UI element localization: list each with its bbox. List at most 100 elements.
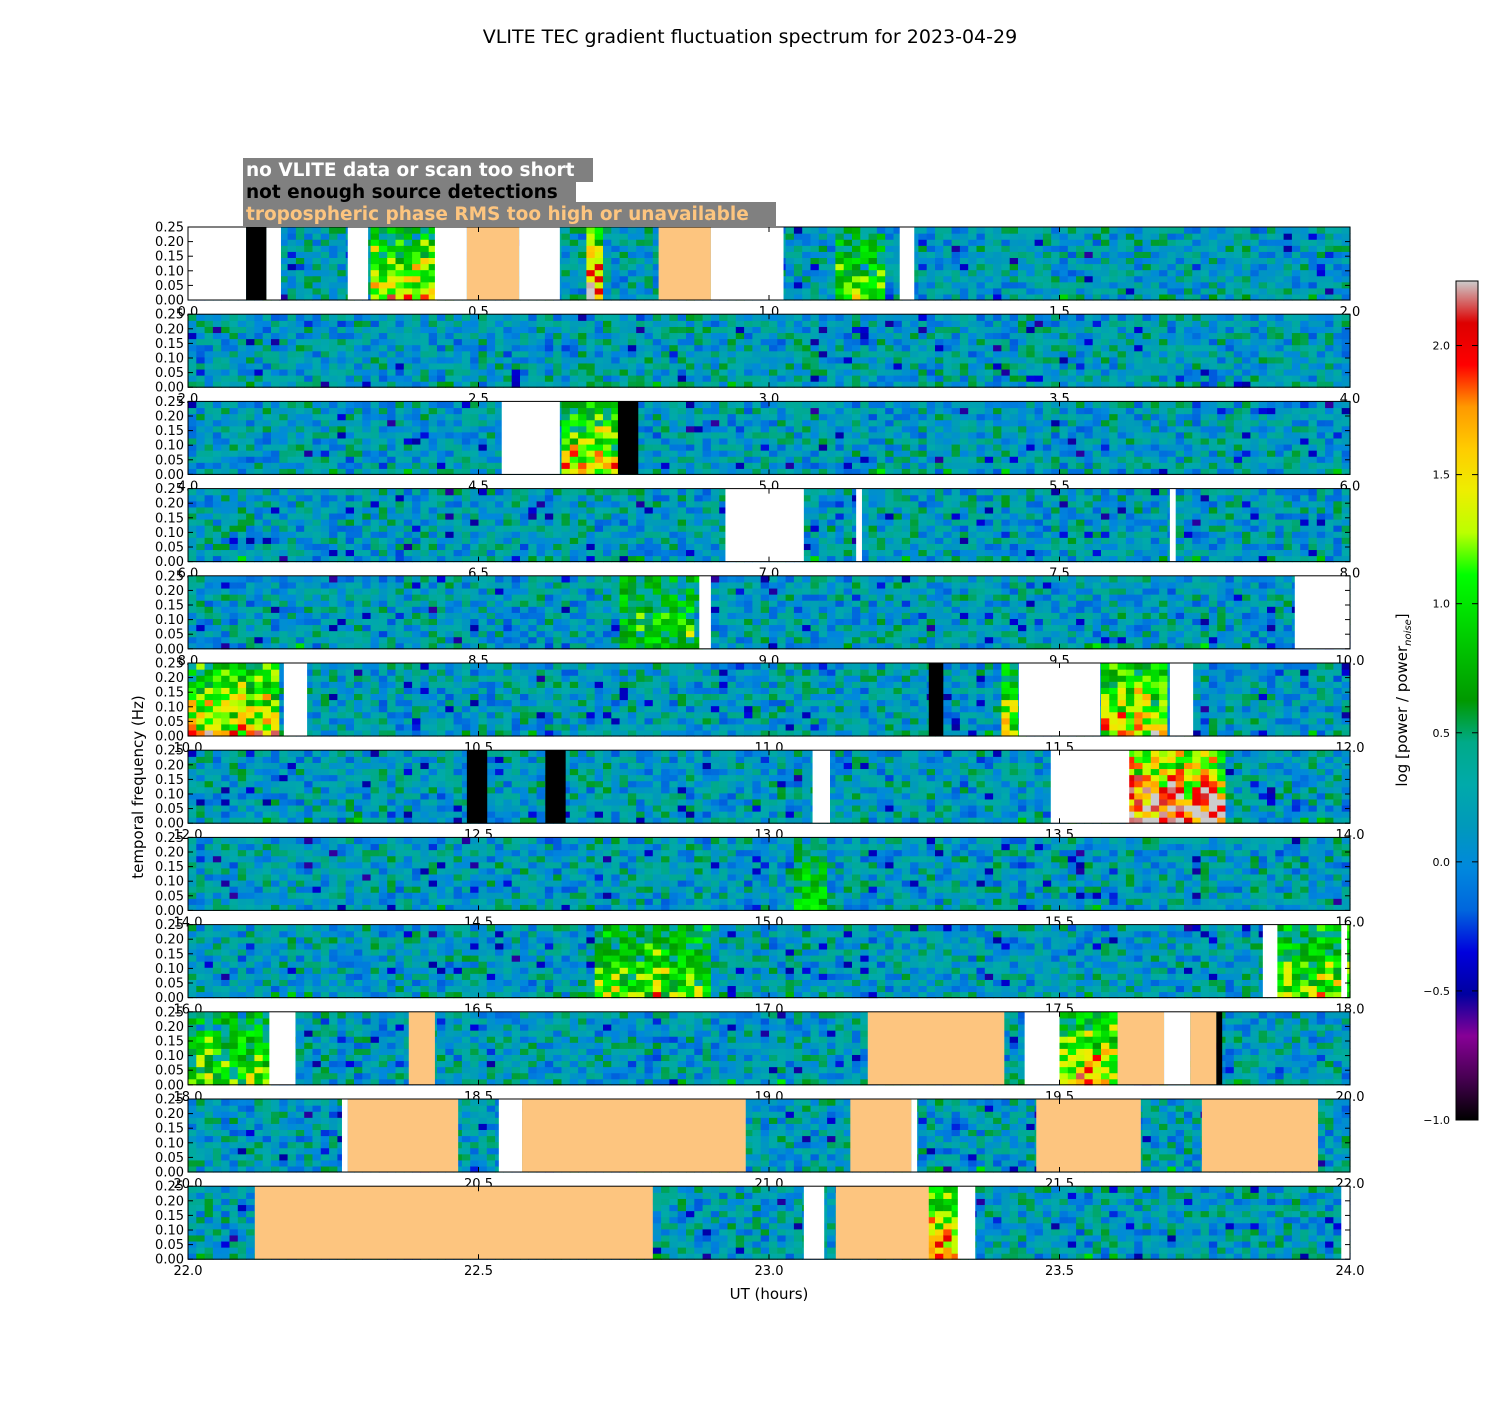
heatmap-cell (902, 369, 911, 376)
heatmap-cell (1001, 432, 1010, 439)
heatmap-cell (429, 326, 438, 333)
heatmap-cell (495, 314, 504, 321)
heatmap-cell (1226, 369, 1235, 376)
heatmap-cell (1018, 345, 1027, 352)
heatmap-cell (487, 444, 496, 451)
heatmap-cell (860, 375, 869, 382)
heatmap-cell (404, 227, 413, 234)
heatmap-cell (1234, 369, 1243, 376)
heatmap-cell (586, 462, 595, 469)
heatmap-cell (271, 339, 280, 346)
heatmap-cell (761, 456, 770, 463)
heatmap-cell (985, 426, 994, 433)
heatmap-cell (329, 251, 338, 258)
heatmap-cell (1317, 332, 1326, 339)
heatmap-cell (296, 450, 305, 457)
heatmap-cell (1035, 332, 1044, 339)
heatmap-cell (611, 251, 620, 258)
heatmap-cell (1259, 314, 1268, 321)
heatmap-cell (271, 351, 280, 358)
heatmap-cell (669, 332, 678, 339)
heatmap-cell (1209, 456, 1218, 463)
heatmap-cell (1226, 450, 1235, 457)
heatmap-cell (586, 357, 595, 364)
heatmap-cell (487, 339, 496, 346)
heatmap-cell (1060, 227, 1069, 234)
heatmap-cell (752, 314, 761, 321)
heatmap-cell (254, 363, 263, 370)
heatmap-cell (1242, 401, 1251, 408)
heatmap-cell (1151, 326, 1160, 333)
heatmap-cell (636, 245, 645, 252)
heatmap-cell (1333, 282, 1342, 289)
heatmap-cell (321, 239, 330, 246)
heatmap-cell (1167, 314, 1176, 321)
heatmap-cell (852, 363, 861, 370)
heatmap-cell (728, 401, 737, 408)
heatmap-cell (1101, 401, 1110, 408)
heatmap-cell (254, 332, 263, 339)
heatmap-cell (1325, 264, 1334, 271)
heatmap-cell (985, 462, 994, 469)
heatmap-cell (927, 363, 936, 370)
heatmap-cell (1151, 450, 1160, 457)
heatmap-cell (678, 369, 687, 376)
heatmap-cell (1201, 438, 1210, 445)
heatmap-cell (562, 426, 571, 433)
heatmap-cell (1043, 420, 1052, 427)
heatmap-cell (1151, 369, 1160, 376)
heatmap-cell (611, 357, 620, 364)
heatmap-cell (296, 251, 305, 258)
heatmap-cell (918, 270, 927, 277)
heatmap-cell (246, 438, 255, 445)
heatmap-cell (1209, 326, 1218, 333)
heatmap-cell (1134, 332, 1143, 339)
heatmap-cell (894, 426, 903, 433)
heatmap-cell (562, 375, 571, 382)
heatmap-cell (811, 320, 820, 327)
heatmap-cell (993, 332, 1002, 339)
heatmap-cell (678, 339, 687, 346)
heatmap-cell (238, 444, 247, 451)
heatmap-cell (354, 363, 363, 370)
heatmap-cell (1026, 245, 1035, 252)
heatmap-cell (246, 444, 255, 451)
heatmap-cell (1026, 233, 1035, 240)
heatmap-cell (263, 332, 272, 339)
heatmap-cell (603, 314, 612, 321)
heatmap-cell (1184, 426, 1193, 433)
heatmap-cell (437, 326, 446, 333)
heatmap-cell (396, 332, 405, 339)
heatmap-cell (620, 369, 629, 376)
heatmap-cell (794, 375, 803, 382)
heatmap-cell (263, 363, 272, 370)
heatmap-cell (1242, 245, 1251, 252)
heatmap-cell (719, 369, 728, 376)
heatmap-cell (487, 326, 496, 333)
heatmap-cell (877, 339, 886, 346)
heatmap-cell (1143, 332, 1152, 339)
heatmap-cell (885, 407, 894, 414)
heatmap-cell (902, 450, 911, 457)
heatmap-cell (1151, 320, 1160, 327)
heatmap-cell (802, 357, 811, 364)
heatmap-cell (877, 407, 886, 414)
heatmap-cell (221, 326, 230, 333)
heatmap-cell (313, 314, 322, 321)
heatmap-cell (1192, 257, 1201, 264)
heatmap-cell (1151, 239, 1160, 246)
heatmap-cell (1084, 450, 1093, 457)
heatmap-cell (437, 357, 446, 364)
heatmap-cell (894, 314, 903, 321)
heatmap-cell (603, 438, 612, 445)
heatmap-cell (1209, 426, 1218, 433)
heatmap-cell (1242, 314, 1251, 321)
heatmap-cell (1076, 401, 1085, 408)
heatmap-cell (595, 375, 604, 382)
heatmap-cell (985, 332, 994, 339)
heatmap-cell (993, 227, 1002, 234)
heatmap-cell (1134, 264, 1143, 271)
heatmap-cell (611, 245, 620, 252)
heatmap-cell (470, 407, 479, 414)
heatmap-cell (313, 233, 322, 240)
